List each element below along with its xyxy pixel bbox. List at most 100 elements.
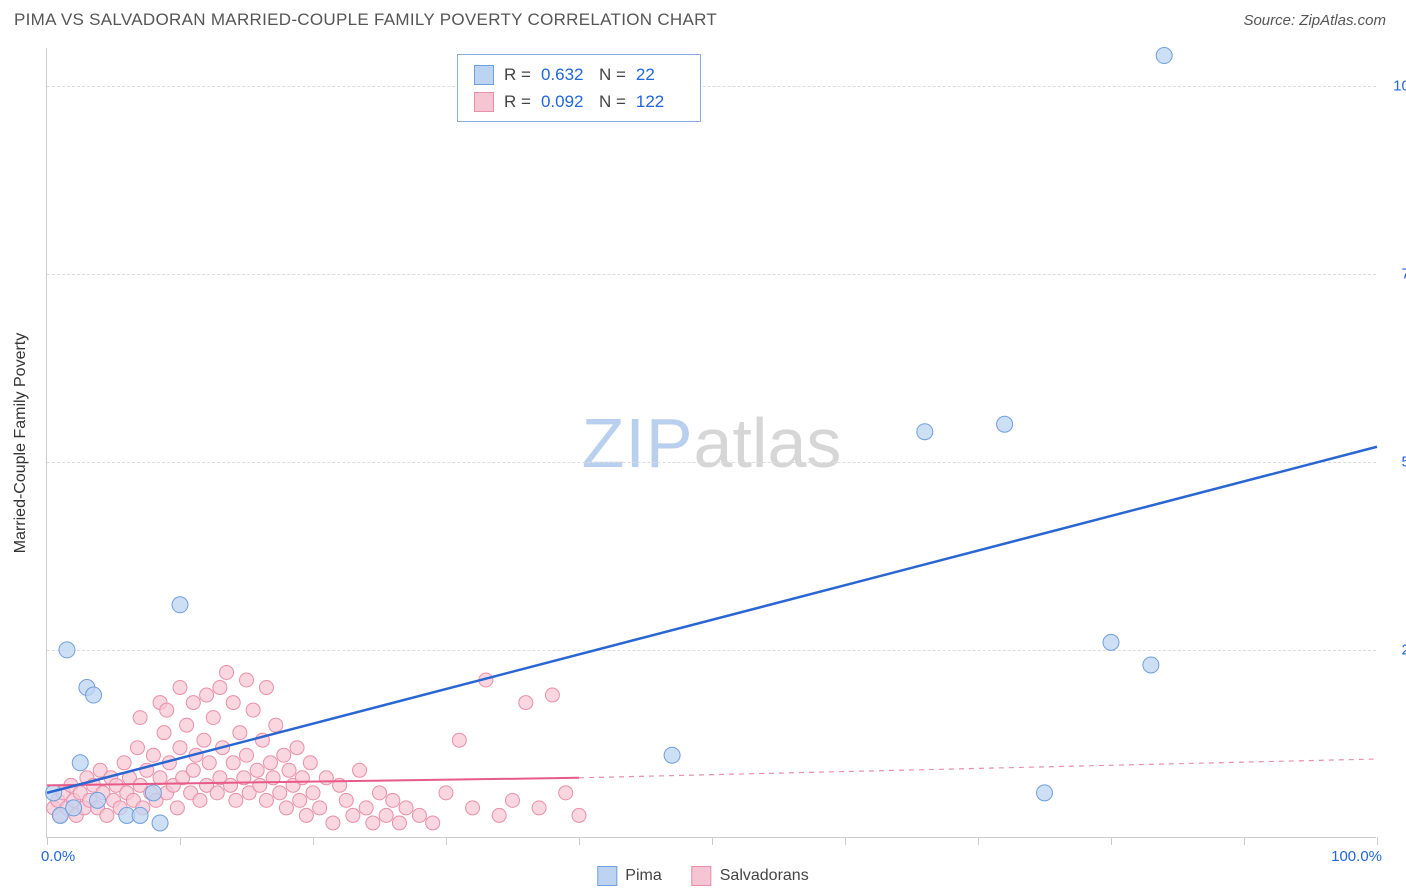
data-point [1156, 48, 1172, 64]
y-tick-label: 75.0% [1384, 265, 1406, 282]
chart-title: PIMA VS SALVADORAN MARRIED-COUPLE FAMILY… [14, 10, 717, 30]
data-point [279, 801, 293, 815]
data-point [220, 665, 234, 679]
source-attribution: Source: ZipAtlas.com [1243, 12, 1386, 29]
data-point [519, 696, 533, 710]
data-point [379, 808, 393, 822]
x-tick [47, 837, 48, 845]
salv-r-value: 0.092 [541, 88, 589, 115]
scatter-svg [47, 48, 1376, 837]
data-point [293, 793, 307, 807]
data-point [392, 816, 406, 830]
legend-label-pima: Pima [625, 867, 661, 885]
data-point [157, 726, 171, 740]
y-tick-label: 100.0% [1384, 77, 1406, 94]
swatch-pima [474, 65, 494, 85]
data-point [339, 793, 353, 807]
bottom-legend: Pima Salvadorans [597, 866, 808, 886]
data-point [359, 801, 373, 815]
data-point [426, 816, 440, 830]
data-point [452, 733, 466, 747]
y-tick-label: 50.0% [1384, 453, 1406, 470]
data-point [72, 755, 88, 771]
regression-line [579, 759, 1377, 778]
legend-item-pima: Pima [597, 866, 661, 886]
data-point [193, 793, 207, 807]
data-point [259, 793, 273, 807]
data-point [117, 756, 131, 770]
stats-row-salvadorans: R = 0.092 N = 122 [474, 88, 684, 115]
data-point [545, 688, 559, 702]
data-point [240, 748, 254, 762]
legend-swatch-salvadorans [692, 866, 712, 886]
data-point [326, 816, 340, 830]
data-point [506, 793, 520, 807]
data-point [277, 748, 291, 762]
data-point [250, 763, 264, 777]
data-point [263, 756, 277, 770]
data-point [206, 711, 220, 725]
data-point [366, 816, 380, 830]
data-point [186, 696, 200, 710]
data-point [180, 718, 194, 732]
x-tick [579, 837, 580, 845]
x-tick [978, 837, 979, 845]
data-point [213, 681, 227, 695]
data-point [90, 792, 106, 808]
data-point [559, 786, 573, 800]
data-point [133, 711, 147, 725]
data-point [299, 808, 313, 822]
x-tick [313, 837, 314, 845]
data-point [132, 807, 148, 823]
data-point [229, 793, 243, 807]
y-tick-label: 25.0% [1384, 641, 1406, 658]
data-point [226, 756, 240, 770]
data-point [146, 748, 160, 762]
x-tick [712, 837, 713, 845]
data-point [373, 786, 387, 800]
data-point [1103, 634, 1119, 650]
data-point [253, 778, 267, 792]
data-point [200, 688, 214, 702]
n-label: N = [599, 61, 626, 88]
data-point [353, 763, 367, 777]
data-point [160, 703, 174, 717]
data-point [386, 793, 400, 807]
chart-header: PIMA VS SALVADORAN MARRIED-COUPLE FAMILY… [0, 0, 1406, 36]
x-axis-min-label: 0.0% [41, 848, 75, 865]
r-label: R = [504, 61, 531, 88]
chart-plot-area: Married-Couple Family Poverty ZIPatlas 2… [46, 48, 1376, 838]
n-label: N = [599, 88, 626, 115]
data-point [466, 801, 480, 815]
data-point [173, 741, 187, 755]
data-point [152, 815, 168, 831]
data-point [197, 733, 211, 747]
data-point [172, 597, 188, 613]
data-point [439, 786, 453, 800]
data-point [240, 673, 254, 687]
x-axis-max-label: 100.0% [1331, 848, 1382, 865]
data-point [273, 786, 287, 800]
data-point [306, 786, 320, 800]
data-point [224, 778, 238, 792]
legend-swatch-pima [597, 866, 617, 886]
data-point [346, 808, 360, 822]
salv-n-value: 122 [636, 88, 684, 115]
x-tick [1244, 837, 1245, 845]
data-point [59, 642, 75, 658]
data-point [303, 756, 317, 770]
data-point [202, 756, 216, 770]
x-tick [1377, 837, 1378, 845]
data-point [572, 808, 586, 822]
r-label: R = [504, 88, 531, 115]
data-point [290, 741, 304, 755]
data-point [170, 801, 184, 815]
data-point [100, 808, 114, 822]
data-point [313, 801, 327, 815]
data-point [282, 763, 296, 777]
data-point [269, 718, 283, 732]
legend-item-salvadorans: Salvadorans [692, 866, 809, 886]
data-point [259, 681, 273, 695]
data-point [532, 801, 546, 815]
x-tick [1111, 837, 1112, 845]
